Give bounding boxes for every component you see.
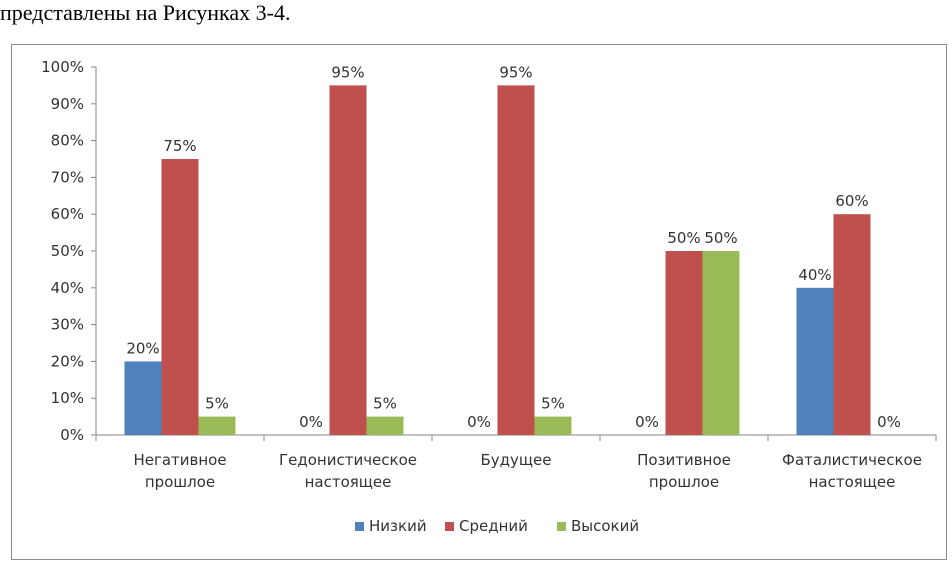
intro-text: представлены на Рисунках 3-4. — [0, 0, 291, 25]
x-tick-label: Негативное прошлое — [133, 451, 226, 491]
chart-frame: 0% 10% 20% 30% 40% 50% 60% 70% 80% 90% 100% Негатив… — [11, 44, 947, 560]
y-tick-label: 100% — [41, 58, 84, 76]
bar — [366, 416, 404, 435]
bar — [534, 416, 572, 435]
y-tick-label: 20% — [51, 352, 84, 370]
data-label: 40% — [798, 266, 831, 284]
data-label: 5% — [373, 395, 397, 413]
y-tick-label: 80% — [51, 132, 84, 150]
y-tick-label: 60% — [51, 205, 84, 223]
x-tick-label: Гедонистическое настоящее — [279, 451, 417, 491]
x-tick-label: Позитивное прошлое — [637, 451, 731, 491]
legend-label: Высокий — [571, 517, 639, 535]
data-label: 95% — [331, 63, 364, 81]
bar — [124, 361, 162, 435]
legend-swatch — [557, 522, 566, 531]
data-label: 75% — [163, 137, 196, 155]
bar — [497, 85, 535, 436]
y-tick-label: 10% — [51, 389, 84, 407]
legend-label: Средний — [459, 517, 528, 535]
data-label: 5% — [541, 395, 565, 413]
y-tick-label: 0% — [60, 426, 84, 444]
y-tick-label: 70% — [51, 168, 84, 186]
x-tick-label: Будущее — [480, 451, 551, 469]
y-tick-label: 90% — [51, 95, 84, 113]
bar-chart: 0% 10% 20% 30% 40% 50% 60% 70% 80% 90% 100% Негатив… — [41, 58, 937, 535]
data-label: 60% — [835, 192, 868, 210]
data-label: 0% — [467, 413, 491, 431]
bar — [665, 251, 703, 435]
data-label: 50% — [667, 229, 700, 247]
bar — [702, 251, 740, 435]
bar — [161, 159, 199, 435]
legend-label: Низкий — [369, 517, 427, 535]
bar — [833, 214, 871, 435]
data-label: 20% — [126, 339, 159, 357]
data-label: 50% — [704, 229, 737, 247]
bar — [329, 85, 367, 436]
data-label: 0% — [299, 413, 323, 431]
data-label: 0% — [635, 413, 659, 431]
data-label: 0% — [877, 413, 901, 431]
data-label: 5% — [205, 395, 229, 413]
legend-swatch — [355, 522, 364, 531]
y-tick-label: 50% — [51, 242, 84, 260]
data-label: 95% — [499, 63, 532, 81]
bar — [198, 416, 236, 435]
legend-swatch — [445, 522, 454, 531]
y-tick-label: 30% — [51, 316, 84, 334]
y-tick-label: 40% — [51, 279, 84, 297]
bar — [796, 287, 834, 435]
x-tick-label: Фаталистическое настоящее — [782, 451, 922, 491]
